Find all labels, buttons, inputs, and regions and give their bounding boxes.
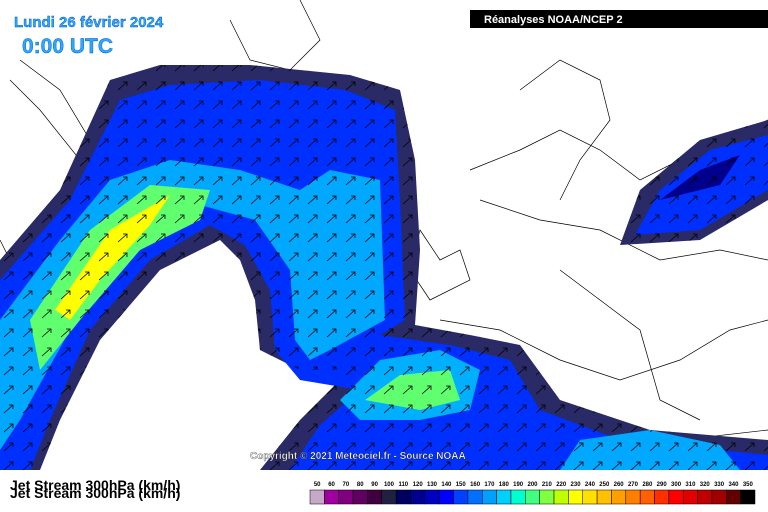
- legend-swatch: [424, 489, 440, 505]
- footer-title-shadow: Jet Stream 300hPa (km/h): [10, 485, 180, 501]
- legend-swatch: [410, 489, 426, 505]
- legend-swatch: [467, 489, 483, 505]
- legend-swatch: [682, 489, 698, 505]
- legend-label: 280: [642, 482, 653, 488]
- legend-swatch: [438, 489, 454, 505]
- legend-swatch: [324, 489, 339, 505]
- legend-swatch: [611, 489, 627, 505]
- legend-label: 130: [427, 482, 438, 488]
- legend-label: 50: [314, 482, 321, 488]
- legend-swatch: [726, 489, 741, 505]
- legend-swatch: [367, 489, 383, 505]
- legend-swatch: [395, 489, 411, 505]
- legend-swatch: [711, 489, 727, 505]
- legend-label: 140: [441, 482, 452, 488]
- legend-label: 250: [599, 482, 610, 488]
- footer-title: Jet Stream 300hPa (km/h): [10, 477, 180, 493]
- legend-label: 270: [628, 482, 639, 488]
- legend-label: 160: [470, 482, 481, 488]
- source: Réanalyses NOAA/NCEP 2: [484, 14, 623, 26]
- legend-swatch: [482, 489, 497, 505]
- legend-swatch: [539, 489, 555, 505]
- legend-label: 310: [685, 482, 696, 488]
- legend-label: 340: [728, 482, 739, 488]
- legend-swatch: [510, 489, 526, 505]
- time: 0:00 UTC: [22, 35, 113, 58]
- copyright: Copyright © 2021 Meteociel.fr - Source N…: [250, 451, 466, 462]
- legend-label: 150: [456, 482, 467, 488]
- legend-label: 320: [700, 482, 711, 488]
- legend-swatch: [453, 489, 469, 505]
- legend-label: 210: [542, 482, 553, 488]
- legend-swatch: [553, 489, 569, 505]
- legend-swatch: [697, 489, 713, 505]
- legend-swatch: [496, 489, 512, 505]
- legend-swatch: [525, 489, 540, 505]
- legend-swatch: [381, 489, 397, 505]
- legend-label: 170: [484, 482, 495, 488]
- legend-label: 220: [556, 482, 567, 488]
- legend-label: 240: [585, 482, 596, 488]
- legend-label: 60: [328, 482, 335, 488]
- legend-label: 300: [671, 482, 682, 488]
- legend-label: 330: [714, 482, 725, 488]
- legend-label: 230: [571, 482, 582, 488]
- legend-swatch: [740, 489, 756, 505]
- legend-label: 190: [513, 482, 524, 488]
- legend-swatch: [654, 489, 670, 505]
- legend-swatch: [582, 489, 598, 505]
- legend-swatch: [338, 489, 354, 505]
- legend-swatch: [352, 489, 368, 505]
- jet-stream-field: [0, 65, 768, 470]
- date: Lundi 26 février 2024: [14, 14, 164, 31]
- legend-swatch: [596, 489, 612, 505]
- legend-swatch: [568, 489, 583, 505]
- legend-label: 110: [398, 482, 408, 488]
- legend-label: 200: [527, 482, 538, 488]
- legend-label: 80: [357, 482, 364, 488]
- legend-swatch: [639, 489, 655, 505]
- legend-label: 180: [499, 482, 510, 488]
- legend-label: 350: [743, 482, 754, 488]
- source-bar: [470, 10, 768, 28]
- legend-label: 260: [614, 482, 625, 488]
- legend-swatch: [309, 489, 325, 505]
- legend-label: 120: [413, 482, 424, 488]
- legend-label: 70: [343, 482, 350, 488]
- legend: 50 60 70 80 90 100 110 120 130 140 150 160 170 180 190…: [309, 482, 756, 505]
- legend-swatch: [668, 489, 684, 505]
- legend-label: 90: [371, 482, 378, 488]
- legend-swatch: [625, 489, 641, 505]
- legend-label: 290: [657, 482, 668, 488]
- legend-label: 100: [384, 482, 395, 488]
